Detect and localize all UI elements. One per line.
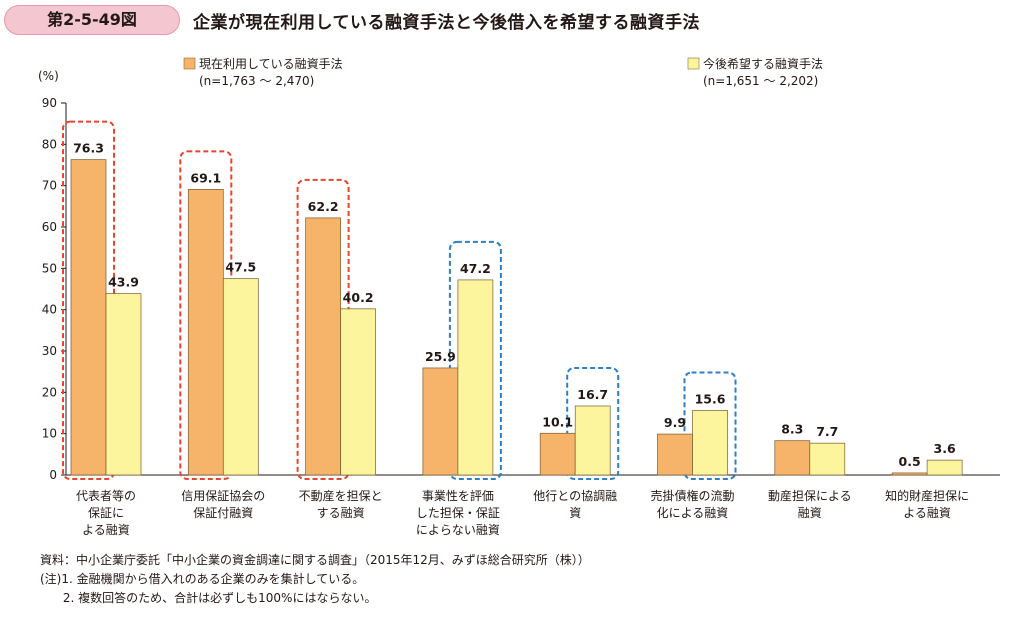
figure-title: 企業が現在利用している融資手法と今後借入を希望する融資手法 xyxy=(193,13,700,33)
legend-swatch-1 xyxy=(183,57,196,70)
source-note: 資料：中小企業庁委託「中小企業の資金調達に関する調査」（2015年12月、みずほ… xyxy=(40,553,590,567)
data-label: 76.3 xyxy=(73,141,104,156)
data-label: 47.2 xyxy=(460,261,491,276)
figure-number: 第2-5-49図 xyxy=(47,10,137,29)
data-label: 7.7 xyxy=(816,424,838,439)
highlight-box xyxy=(566,366,620,480)
y-tick-label: 30 xyxy=(42,344,57,358)
bar-future xyxy=(222,278,259,476)
category-label: した担保・保証 xyxy=(416,506,500,520)
bar-future xyxy=(105,293,142,476)
y-tick-label: 50 xyxy=(42,261,57,275)
y-axis-unit: (%) xyxy=(38,69,59,83)
category-label: 売掛債権の流動 xyxy=(650,488,734,503)
bar-future xyxy=(574,405,611,476)
category-label: 代表者等の xyxy=(76,489,136,503)
bar-future xyxy=(340,308,376,476)
data-label: 62.2 xyxy=(308,199,339,214)
y-tick-label: 60 xyxy=(42,220,57,234)
legend-sample-1: (n=1,763 ～ 2,470) xyxy=(199,74,314,88)
bar-current xyxy=(539,432,576,476)
note-1: (注)1. 金融機関から借入れのある企業のみを集計している。 xyxy=(40,572,365,586)
y-tick-label: 40 xyxy=(42,303,57,317)
bar-current xyxy=(187,189,224,476)
highlight-box xyxy=(448,240,502,480)
data-label: 8.3 xyxy=(781,422,803,437)
bar-future xyxy=(809,442,846,476)
y-tick-label: 90 xyxy=(42,96,57,110)
category-label: によらない融資 xyxy=(416,523,500,537)
data-label: 40.2 xyxy=(343,290,374,305)
legend-sample-2: (n=1,651 ～ 2,202) xyxy=(703,74,818,88)
category-label: 融資 xyxy=(798,506,822,520)
footnotes: 資料：中小企業庁委託「中小企業の資金調達に関する調査」（2015年12月、みずほ… xyxy=(40,551,590,608)
data-label: 47.5 xyxy=(225,260,256,275)
bar-chart: (%) 0 10 20 30 40 50 60 70 80 90 現在利用している融資手法 (n=1,7… xyxy=(38,56,1000,537)
y-tick-label: 80 xyxy=(42,137,57,151)
data-label: 9.9 xyxy=(664,415,686,430)
figure-number-badge: 第2-5-49図 xyxy=(4,5,180,35)
bar-future xyxy=(457,279,494,476)
category-label: 信用保証協会の xyxy=(181,488,265,503)
data-label: 15.6 xyxy=(695,392,726,407)
category-label: 保証付融資 xyxy=(193,506,253,520)
y-tick-label: 0 xyxy=(49,468,57,482)
highlight-box xyxy=(296,178,350,480)
category-label: 事業性を評価 xyxy=(422,488,494,503)
legend-swatch-2 xyxy=(687,57,700,70)
category-label: 化による融資 xyxy=(657,506,729,520)
data-label: 16.7 xyxy=(577,387,608,402)
y-tick-label: 20 xyxy=(42,385,57,399)
data-label: 10.1 xyxy=(542,414,573,429)
bar-future xyxy=(692,410,728,476)
category-label: 保証に xyxy=(88,506,124,520)
bar-future xyxy=(926,459,963,476)
note-2: 2. 複数回答のため、合計は必ずしも100%にはならない。 xyxy=(40,591,377,605)
bar-current xyxy=(774,440,811,476)
category-label: 不動産を担保と xyxy=(299,488,383,503)
bar-current xyxy=(657,433,693,476)
category-label: よる融資 xyxy=(82,523,130,537)
category-label: 資 xyxy=(569,506,581,520)
y-tick-label: 10 xyxy=(42,427,57,441)
category-label: 他行との協調融 xyxy=(533,488,617,503)
y-tick-label: 70 xyxy=(42,179,57,193)
category-label: 知的財産担保に xyxy=(885,488,969,503)
legend-label-2: 今後希望する融資手法 xyxy=(703,56,823,71)
category-label: 動産担保による xyxy=(768,488,852,503)
bar-current xyxy=(70,159,107,476)
bar-current xyxy=(305,217,341,476)
data-label: 43.9 xyxy=(108,275,139,290)
bar-current xyxy=(891,472,928,476)
category-label: よる融資 xyxy=(903,506,951,520)
data-label: 3.6 xyxy=(934,441,956,456)
highlight-box xyxy=(683,371,737,480)
bar-current xyxy=(422,367,459,476)
data-label: 0.5 xyxy=(899,454,921,469)
data-label: 25.9 xyxy=(425,349,456,364)
data-label: 69.1 xyxy=(190,170,221,185)
category-label: する融資 xyxy=(317,506,365,520)
legend-label-1: 現在利用している融資手法 xyxy=(199,57,343,71)
